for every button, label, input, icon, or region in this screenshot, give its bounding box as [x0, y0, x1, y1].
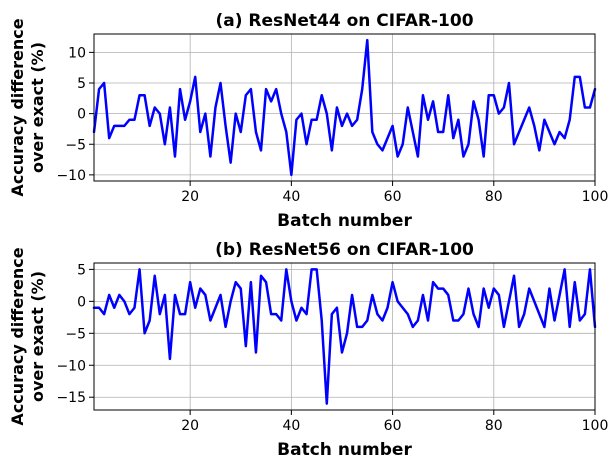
x-tick-label: 40 [282, 418, 300, 434]
y-tick-label: −10 [56, 168, 86, 184]
panel-a: 20 40 60 80 100 −10 −5 0 5 10 (a) ResNet44 on CIFA… [8, 11, 608, 231]
x-axis-label: Batch number [277, 211, 412, 231]
y-axis-label-line1: Accuracy difference [8, 247, 27, 425]
y-tick-label: 10 [68, 45, 86, 61]
y-tick-label: −10 [56, 358, 86, 374]
y-axis-label-line2: over exact (%) [28, 271, 47, 402]
chart-title: (a) ResNet44 on CIFAR-100 [215, 11, 473, 31]
x-tick-label: 60 [384, 189, 402, 205]
y-axis-label-line1: Accuracy difference [8, 18, 27, 196]
x-tick-label: 80 [485, 189, 503, 205]
chart-title: (b) ResNet56 on CIFAR-100 [215, 240, 474, 260]
y-tick-label: −15 [56, 390, 86, 406]
x-tick-label: 80 [485, 418, 503, 434]
series-line [92, 38, 597, 177]
y-tick-label: −5 [65, 137, 86, 153]
panel-b: 20 40 60 80 100 −15 −10 −5 0 5 (b) ResNet56 on CIF… [8, 240, 608, 460]
series-line [92, 268, 597, 405]
x-axis-label: Batch number [277, 440, 412, 460]
x-tick-label: 20 [181, 418, 199, 434]
x-tick-label: 40 [282, 189, 300, 205]
x-tick-label: 20 [181, 189, 199, 205]
x-tick-label: 60 [384, 418, 402, 434]
y-tick-label: −5 [65, 326, 86, 342]
y-axis-label-line2: over exact (%) [28, 42, 47, 173]
x-tick-label: 100 [582, 189, 609, 205]
x-tick-label: 100 [582, 418, 609, 434]
plot-frame [93, 262, 596, 411]
y-tick-label: 0 [77, 294, 86, 310]
plot-frame [93, 33, 596, 182]
y-tick-label: 5 [77, 76, 86, 92]
y-tick-label: 0 [77, 107, 86, 123]
y-tick-label: 5 [77, 262, 86, 278]
